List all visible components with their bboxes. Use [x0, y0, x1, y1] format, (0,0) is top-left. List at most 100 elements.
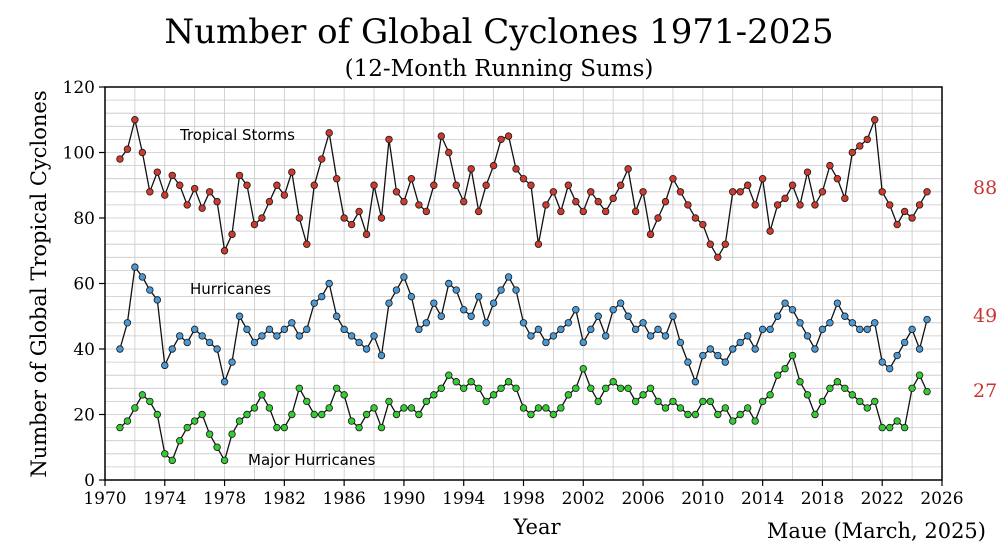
point-major-hurricanes: [482, 397, 490, 406]
point-major-hurricanes: [146, 397, 154, 406]
point-tropical-storms: [579, 207, 587, 216]
point-tropical-storms: [848, 148, 857, 157]
point-tropical-storms: [788, 181, 797, 189]
point-major-hurricanes: [841, 384, 849, 392]
y-tick-label: 60: [73, 275, 95, 295]
point-hurricanes: [340, 325, 348, 334]
point-hurricanes: [758, 325, 767, 334]
point-major-hurricanes: [803, 391, 812, 399]
point-major-hurricanes: [527, 410, 535, 419]
x-tick-label: 1986: [323, 489, 366, 509]
point-major-hurricanes: [243, 410, 251, 419]
point-tropical-storms: [729, 188, 737, 196]
point-hurricanes: [885, 364, 894, 373]
point-tropical-storms: [602, 207, 610, 216]
point-major-hurricanes: [377, 423, 386, 432]
point-tropical-storms: [811, 201, 819, 209]
x-axis-label: Year: [512, 515, 561, 539]
point-hurricanes: [482, 319, 490, 327]
point-tropical-storms: [751, 201, 759, 209]
point-major-hurricanes: [572, 384, 580, 392]
point-major-hurricanes: [669, 397, 677, 406]
point-tropical-storms: [803, 168, 812, 176]
point-hurricanes: [504, 273, 513, 281]
point-hurricanes: [332, 312, 341, 320]
point-tropical-storms: [288, 168, 296, 176]
point-major-hurricanes: [332, 384, 341, 392]
point-major-hurricanes: [743, 404, 752, 412]
point-hurricanes: [228, 358, 236, 366]
point-major-hurricanes: [796, 378, 804, 386]
point-tropical-storms: [116, 155, 124, 163]
point-tropical-storms: [616, 181, 625, 189]
point-major-hurricanes: [497, 384, 505, 392]
point-major-hurricanes: [347, 417, 356, 425]
point-hurricanes: [796, 319, 804, 327]
point-hurricanes: [863, 325, 871, 334]
point-hurricanes: [512, 286, 520, 294]
point-major-hurricanes: [549, 410, 558, 419]
point-hurricanes: [624, 312, 632, 320]
point-major-hurricanes: [205, 430, 214, 438]
point-tropical-storms: [190, 184, 199, 193]
x-tick-label: 1994: [442, 489, 485, 509]
point-tropical-storms: [310, 181, 318, 189]
point-hurricanes: [676, 338, 685, 347]
point-hurricanes: [871, 319, 879, 327]
point-major-hurricanes: [392, 410, 401, 419]
point-tropical-storms: [235, 171, 244, 180]
point-hurricanes: [706, 345, 715, 353]
point-major-hurricanes: [684, 410, 692, 419]
point-tropical-storms: [624, 165, 632, 173]
point-tropical-storms: [362, 230, 371, 239]
point-major-hurricanes: [788, 351, 797, 360]
series-group: [116, 116, 931, 465]
point-hurricanes: [751, 345, 759, 353]
point-hurricanes: [153, 296, 162, 304]
point-hurricanes: [729, 345, 737, 353]
point-tropical-storms: [699, 220, 707, 229]
x-tick-label: 2002: [562, 489, 605, 509]
point-hurricanes: [370, 332, 378, 340]
point-major-hurricanes: [691, 410, 700, 419]
series-label-tropical-storms: Tropical Storms: [179, 126, 295, 144]
point-hurricanes: [474, 292, 483, 301]
point-hurricanes: [445, 279, 453, 288]
point-hurricanes: [377, 351, 386, 360]
x-tick-label: 1970: [83, 489, 126, 509]
point-hurricanes: [190, 325, 199, 334]
point-major-hurricanes: [624, 384, 632, 392]
y-tick-label: 80: [73, 209, 95, 229]
point-hurricanes: [205, 338, 214, 347]
point-tropical-storms: [893, 220, 901, 229]
point-tropical-storms: [497, 135, 505, 144]
point-hurricanes: [355, 338, 363, 347]
point-tropical-storms: [295, 214, 304, 222]
point-major-hurricanes: [138, 391, 147, 399]
point-tropical-storms: [168, 171, 176, 180]
point-tropical-storms: [594, 197, 602, 206]
point-hurricanes: [131, 263, 139, 271]
x-tick-label: 2014: [741, 489, 784, 509]
point-hurricanes: [258, 332, 266, 340]
point-tropical-storms: [871, 116, 879, 124]
point-tropical-storms: [482, 181, 490, 189]
point-hurricanes: [295, 332, 304, 340]
point-tropical-storms: [228, 230, 236, 239]
point-hurricanes: [183, 338, 191, 347]
point-hurricanes: [519, 319, 528, 327]
point-major-hurricanes: [848, 391, 857, 399]
point-major-hurricanes: [467, 378, 475, 386]
point-major-hurricanes: [370, 404, 378, 412]
point-major-hurricanes: [781, 364, 789, 373]
point-hurricanes: [579, 338, 587, 347]
point-tropical-storms: [519, 174, 528, 183]
point-major-hurricanes: [512, 384, 520, 392]
point-hurricanes: [826, 319, 834, 327]
point-major-hurricanes: [587, 384, 595, 392]
point-major-hurricanes: [220, 456, 229, 465]
point-hurricanes: [549, 332, 558, 340]
point-tropical-storms: [736, 188, 744, 196]
chart-title: Number of Global Cyclones 1971-2025: [164, 12, 833, 52]
point-tropical-storms: [161, 191, 169, 199]
